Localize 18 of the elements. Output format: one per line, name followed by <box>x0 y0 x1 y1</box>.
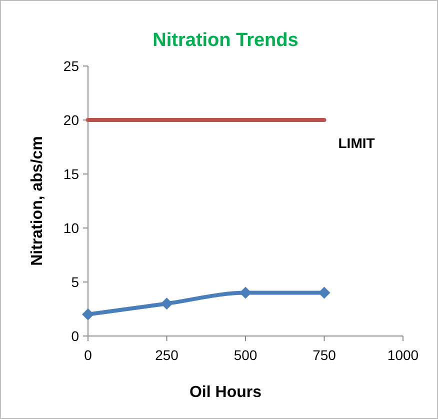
y-tick-label: 5 <box>71 274 80 290</box>
y-axis-title: Nitration, abs/cm <box>29 136 46 266</box>
y-tick-label: 15 <box>63 166 80 182</box>
point <box>82 308 94 320</box>
x-axis-title: Oil Hours <box>189 384 262 401</box>
point <box>240 286 252 299</box>
x-tick-label: 250 <box>155 347 179 363</box>
point <box>160 298 173 310</box>
x-tick-label: 0 <box>84 347 92 363</box>
y-tick-label: 10 <box>63 220 80 236</box>
x-tick-label: 1000 <box>387 347 419 363</box>
y-tick-label: 0 <box>71 328 80 344</box>
y-tick-label: 25 <box>63 58 80 74</box>
chart-title: Nitration Trends <box>152 30 298 51</box>
series-label: LIMIT <box>338 135 376 151</box>
x-tick-label: 500 <box>234 347 258 363</box>
y-tick-label: 20 <box>63 112 80 128</box>
x-tick-label: 750 <box>312 347 336 363</box>
